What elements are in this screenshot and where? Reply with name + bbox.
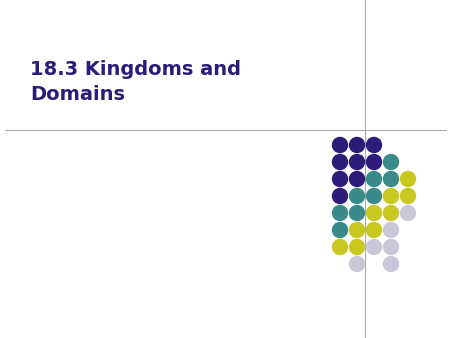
- Circle shape: [366, 222, 382, 238]
- Circle shape: [333, 222, 347, 238]
- Circle shape: [350, 206, 365, 220]
- Circle shape: [333, 240, 347, 255]
- Circle shape: [366, 206, 382, 220]
- Circle shape: [400, 171, 415, 187]
- Circle shape: [333, 154, 347, 169]
- Circle shape: [350, 189, 365, 203]
- Text: 18.3 Kingdoms and
Domains: 18.3 Kingdoms and Domains: [30, 60, 241, 104]
- Circle shape: [400, 189, 415, 203]
- Circle shape: [366, 240, 382, 255]
- Circle shape: [350, 222, 365, 238]
- Circle shape: [383, 240, 399, 255]
- Circle shape: [350, 257, 365, 271]
- Circle shape: [383, 189, 399, 203]
- Circle shape: [333, 138, 347, 152]
- Circle shape: [383, 154, 399, 169]
- Circle shape: [366, 171, 382, 187]
- Circle shape: [333, 189, 347, 203]
- Circle shape: [333, 171, 347, 187]
- Circle shape: [366, 189, 382, 203]
- Circle shape: [333, 206, 347, 220]
- Circle shape: [383, 257, 399, 271]
- Circle shape: [350, 171, 365, 187]
- Circle shape: [350, 154, 365, 169]
- Circle shape: [350, 138, 365, 152]
- Circle shape: [383, 171, 399, 187]
- Circle shape: [350, 240, 365, 255]
- Circle shape: [400, 206, 415, 220]
- Circle shape: [366, 138, 382, 152]
- Circle shape: [383, 222, 399, 238]
- Circle shape: [383, 206, 399, 220]
- Circle shape: [366, 154, 382, 169]
